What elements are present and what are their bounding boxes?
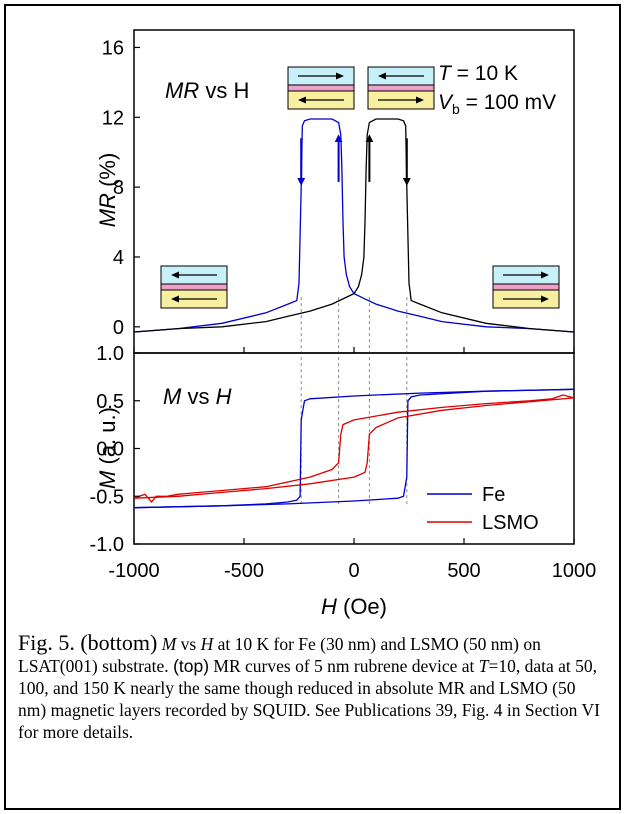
mh-panel-label: M vs H	[163, 384, 232, 409]
spacer-layer	[160, 283, 228, 291]
x-tick-label: 1000	[552, 560, 597, 582]
mr-y-tick-label: 16	[102, 37, 124, 59]
mr-panel-label: MR vs H	[165, 78, 249, 103]
x-axis-label: H (Oe)	[321, 594, 387, 619]
spin-valve-icon	[160, 265, 228, 309]
mh-y-tick-label: -1.0	[90, 534, 124, 556]
spin-arrow-head	[541, 271, 549, 279]
caption-text: =10, data at 50, 100, and 150 K nearly t…	[18, 656, 600, 742]
spin-arrow-head	[298, 96, 306, 104]
caption-text: H	[200, 634, 214, 654]
mh-y-tick-label: 1.0	[96, 343, 124, 365]
spacer-layer	[367, 84, 435, 92]
spin-arrow-head	[171, 271, 179, 279]
caption-text: vs	[176, 634, 201, 654]
figure-frame	[4, 4, 621, 810]
legend: Fe LSMO	[427, 484, 539, 534]
chart-figure: 0 4 8 12 16 MR vs H T = 10 K Vb = 100 mV MR …	[90, 29, 597, 619]
mr-y-tick-label: 0	[113, 317, 124, 339]
legend-label: Fe	[482, 484, 505, 506]
caption-text: T	[478, 656, 489, 676]
mh-y-axis-label: M (a. u.)	[95, 407, 120, 489]
mh-y-tick-label: -0.5	[90, 486, 124, 508]
mh-panel: -1.0 -0.5 0.0 0.5 1.0 -1000 -500 0 500 1000 M vs…	[90, 343, 597, 619]
spin-valve-icon	[492, 265, 560, 309]
caption-lead: Fig. 5. (bottom)	[18, 630, 158, 655]
mr-y-tick-label: 12	[102, 107, 124, 129]
fe-loop	[133, 388, 575, 509]
caption-text: at 10 K for Fe (30 nm) and LSMO (50 nm) …	[18, 634, 541, 676]
caption-text: (top)	[173, 656, 210, 676]
x-tick-label: 500	[447, 560, 480, 582]
mr-y-tick-label: 8	[113, 177, 124, 199]
lsmo-loop	[133, 397, 575, 499]
mh-y-tick-label: 0.0	[96, 439, 124, 461]
mh-y-tick-label: 0.5	[96, 391, 124, 413]
spacer-layer	[492, 283, 560, 291]
spacer-layer	[287, 84, 355, 92]
spin-arrow-head	[416, 96, 424, 104]
caption-text: M	[161, 634, 177, 654]
mr-panel: 0 4 8 12 16 MR vs H T = 10 K Vb = 100 mV MR …	[95, 29, 575, 506]
mr-y-axis-label: MR (%)	[95, 153, 120, 228]
lsmo-loop	[133, 394, 575, 504]
spin-valve-icon	[367, 66, 435, 110]
spin-valve-icon	[287, 66, 355, 110]
figure-caption: Fig. 5. (bottom) M vs H at 10 K for Fe (…	[18, 632, 608, 743]
spin-arrow-head	[171, 295, 179, 303]
spin-arrow-head	[378, 72, 386, 80]
bias-annotation: Vb = 100 mV	[438, 91, 556, 117]
caption-text: MR curves of 5 nm rubrene device at	[209, 656, 479, 676]
x-tick-label: 0	[348, 560, 359, 582]
legend-label: LSMO	[482, 512, 539, 534]
spin-arrow-head	[336, 72, 344, 80]
x-tick-label: -1000	[108, 560, 159, 582]
x-tick-label: -500	[224, 560, 264, 582]
temperature-annotation: T = 10 K	[438, 62, 518, 85]
mr-y-tick-label: 4	[113, 247, 124, 269]
spin-arrow-head	[541, 295, 549, 303]
